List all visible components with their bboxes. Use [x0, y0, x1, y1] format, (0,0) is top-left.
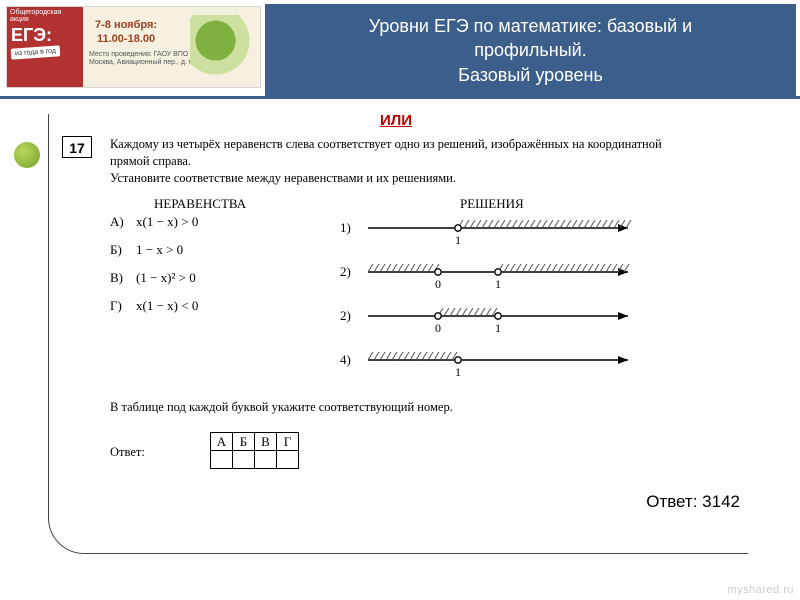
svg-text:1: 1: [455, 365, 461, 379]
answer-table: А Б В Г: [210, 432, 299, 469]
footer-instruction: В таблице под каждой буквой укажите соот…: [110, 400, 670, 415]
task-text: Каждому из четырёх неравенств слева соот…: [110, 136, 670, 187]
watermark: myshared.ru: [727, 584, 794, 596]
inequality-b: Б)1 − x > 0: [110, 242, 198, 260]
banner-logo: ЕГЭ:: [11, 25, 52, 46]
svg-text:0: 0: [435, 321, 441, 335]
numberline-3-icon: 01: [368, 298, 648, 338]
slide-title: Уровни ЕГЭ по математике: базовый и проф…: [265, 4, 796, 96]
bullet-icon: [14, 142, 40, 168]
banner-subtitle: из года в год: [11, 45, 61, 59]
svg-text:0: 0: [435, 277, 441, 291]
inequalities-list: А)x(1 − x) > 0 Б)1 − x > 0 В)(1 − x)² > …: [110, 214, 198, 326]
title-underline: [0, 96, 800, 99]
column-header-inequalities: НЕРАВЕНСТВА: [154, 196, 246, 212]
numberline-2-icon: 01: [368, 254, 648, 294]
banner-image: [190, 15, 254, 79]
or-label: ИЛИ: [380, 112, 412, 129]
inequality-g: Г)x(1 − x) < 0: [110, 298, 198, 316]
answer-label: Ответ:: [110, 445, 145, 460]
banner-time: 11.00-18.00: [97, 33, 155, 45]
header: Общегородская акция ЕГЭ: из года в год 7…: [0, 0, 800, 100]
answer-table-headers: А Б В Г: [211, 433, 299, 451]
banner-tagline: Общегородская акция: [10, 9, 82, 23]
question-number: 17: [62, 136, 92, 158]
final-answer: Ответ: 3142: [646, 492, 740, 512]
inequality-a: А)x(1 − x) > 0: [110, 214, 198, 232]
svg-text:1: 1: [495, 321, 501, 335]
svg-text:1: 1: [495, 277, 501, 291]
inequality-v: В)(1 − x)² > 0: [110, 270, 198, 288]
svg-text:1: 1: [455, 233, 461, 247]
numberline-4-icon: 1: [368, 342, 648, 382]
banner-date: 7-8 ноября:: [95, 19, 157, 31]
numberline-1-icon: 1: [368, 210, 648, 250]
event-banner: Общегородская акция ЕГЭ: из года в год 7…: [6, 6, 261, 88]
answer-table-cells: [211, 451, 299, 469]
